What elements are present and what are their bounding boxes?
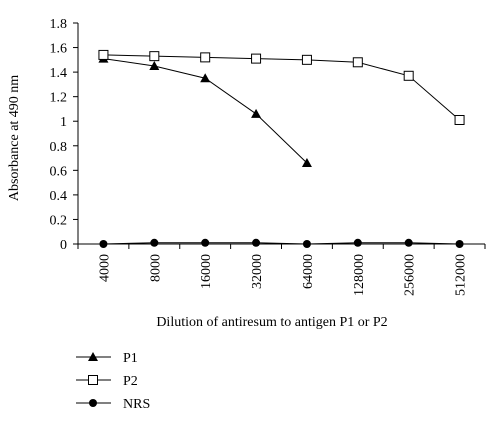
x-tick-label: 16000	[199, 254, 214, 289]
legend-item-p1: P1	[76, 351, 138, 366]
series-group	[98, 49, 465, 248]
data-point-p1	[149, 60, 160, 70]
data-point-p2	[98, 49, 109, 60]
x-tick-label: 32000	[250, 254, 265, 289]
series-p1	[98, 53, 312, 167]
x-tick-label: 128000	[352, 254, 367, 296]
data-point-p1	[251, 108, 262, 118]
data-point-p2	[352, 57, 363, 68]
x-tick-label: 512000	[454, 254, 469, 296]
data-point-p2	[301, 54, 312, 65]
data-point-nrs	[252, 238, 261, 247]
x-axis-label: Dilution of antiresum to antigen P1 or P…	[156, 315, 387, 330]
x-ticks: 4000 8000 16000 32000 64000 128000 256000 51200…	[77, 244, 486, 296]
y-tick-label: 0	[60, 238, 67, 253]
y-axis-label: Absorbance at 490 nm	[7, 75, 22, 201]
data-point-p2	[403, 70, 414, 81]
legend-marker-p1	[88, 352, 98, 361]
data-point-nrs	[353, 238, 362, 247]
data-point-nrs	[201, 238, 210, 247]
y-tick-label: 0.6	[50, 164, 68, 179]
legend-label-nrs: NRS	[123, 397, 150, 412]
data-point-nrs	[150, 238, 159, 247]
y-tick-label: 1.2	[50, 91, 68, 106]
data-point-p2	[454, 114, 465, 125]
y-tick-label: 1.8	[50, 17, 68, 32]
series-p2	[98, 49, 465, 125]
y-tick-label: 0.8	[50, 140, 68, 155]
y-ticks: 0 0.2 0.4 0.6 0.8 1 1.2 1.4 1.6 1.8	[50, 17, 78, 253]
data-point-p2	[200, 52, 211, 63]
legend-label-p1: P1	[123, 351, 138, 366]
series-line-p2	[103, 54, 460, 121]
x-tick-label: 64000	[301, 254, 316, 289]
y-tick-label: 1.6	[50, 42, 68, 57]
x-tick-label: 256000	[403, 254, 418, 296]
data-point-p2	[149, 51, 160, 62]
data-point-p1	[200, 73, 211, 83]
legend-item-nrs: NRS	[76, 397, 150, 412]
y-tick-label: 0.4	[50, 189, 68, 204]
data-point-p2	[251, 53, 262, 64]
data-point-p1	[301, 157, 312, 167]
series-nrs	[99, 238, 464, 248]
x-tick-label: 8000	[148, 254, 163, 282]
x-tick-label: 4000	[97, 254, 112, 282]
legend-marker-p2	[88, 375, 98, 385]
series-line-nrs	[103, 242, 460, 245]
legend-item-p2: P2	[76, 374, 138, 389]
data-point-nrs	[99, 240, 108, 248]
legend-label-p2: P2	[123, 374, 138, 389]
data-point-nrs	[455, 240, 464, 248]
legend: P1 P2 NRS	[76, 351, 150, 412]
y-tick-label: 0.2	[50, 213, 68, 228]
legend-marker-nrs	[89, 399, 97, 407]
y-tick-label: 1	[60, 115, 67, 130]
y-tick-label: 1.4	[50, 66, 68, 81]
data-point-nrs	[302, 240, 311, 248]
data-point-nrs	[404, 238, 413, 247]
